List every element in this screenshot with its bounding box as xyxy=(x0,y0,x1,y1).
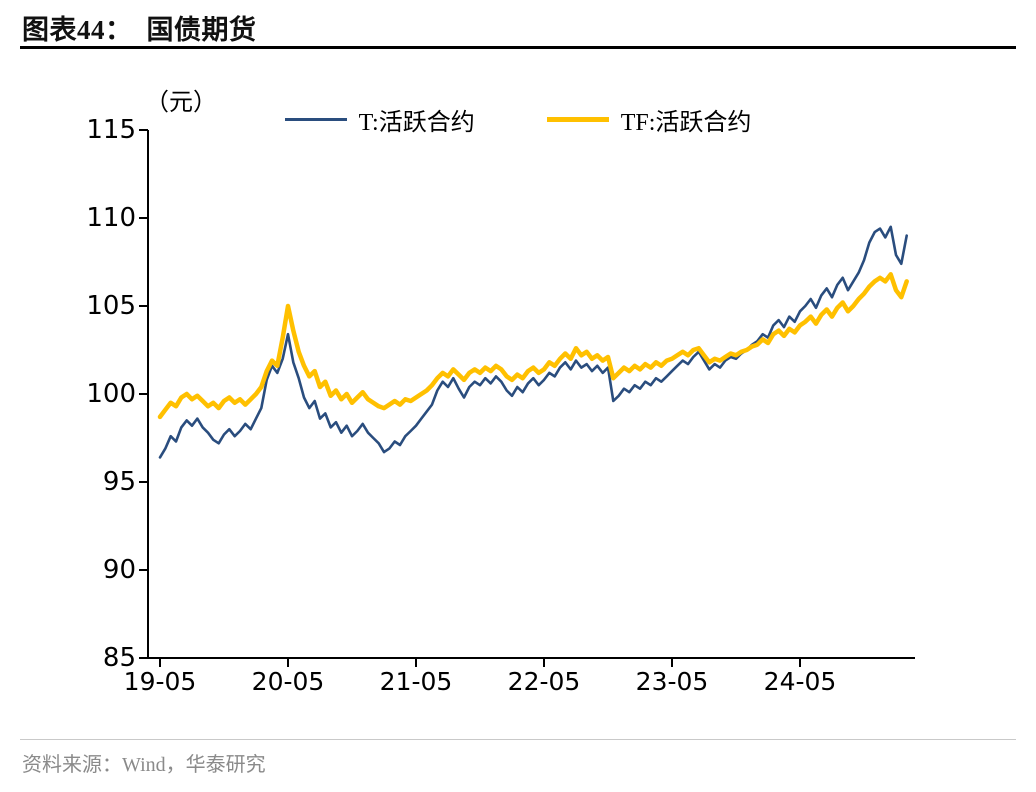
title-divider xyxy=(20,46,1016,49)
figure-title-text: 国债期货 xyxy=(146,15,257,45)
y-tick-label: 110 xyxy=(86,203,136,233)
figure-number: 图表44： xyxy=(22,15,133,45)
page-title: 图表44： 国债期货 xyxy=(22,8,257,47)
axis-lines xyxy=(147,130,915,659)
y-axis-unit-label: （元） xyxy=(145,90,217,116)
x-tick-label: 20-05 xyxy=(251,667,325,696)
y-tick-label: 105 xyxy=(86,291,136,321)
source-note: 资料来源：Wind，华泰研究 xyxy=(22,754,266,776)
footer-divider xyxy=(20,739,1016,740)
legend-label-t: T:活跃合约 xyxy=(358,110,475,136)
t-series-line xyxy=(158,225,909,459)
chart-legend: T:活跃合约 TF:活跃合约 xyxy=(0,102,1036,137)
tf-series-line xyxy=(157,272,909,420)
x-tick-label: 21-05 xyxy=(379,667,453,696)
y-tick-label: 95 xyxy=(102,467,136,497)
y-tick-label: 115 xyxy=(86,115,136,145)
tf-series-swatch xyxy=(546,116,609,123)
t-series-swatch xyxy=(284,117,347,122)
y-tick-label: 90 xyxy=(102,555,136,585)
x-tick-label: 19-05 xyxy=(123,667,197,696)
legend-item-tf: TF:活跃合约 xyxy=(546,102,752,137)
legend-item-t: T:活跃合约 xyxy=(284,102,475,137)
x-tick-label: 23-05 xyxy=(635,667,709,696)
legend-label-tf: TF:活跃合约 xyxy=(620,110,752,136)
y-tick-label: 100 xyxy=(86,379,136,409)
x-tick-label: 22-05 xyxy=(507,667,581,696)
y-tick-label: 85 xyxy=(102,643,136,673)
x-tick-label: 24-05 xyxy=(763,667,837,696)
